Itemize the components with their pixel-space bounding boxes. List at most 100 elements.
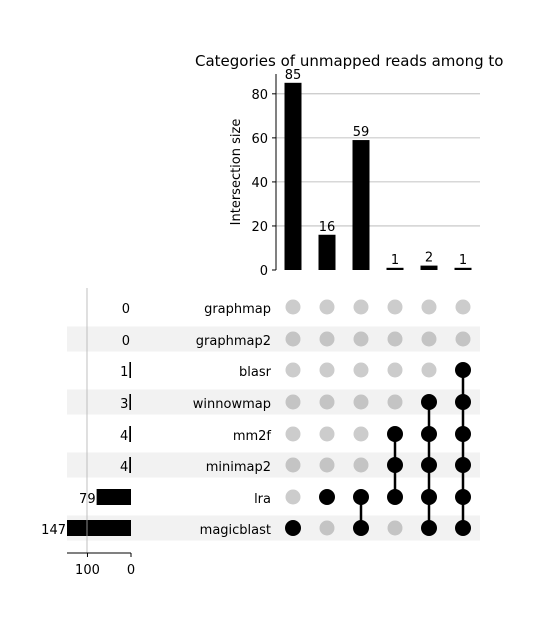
set-size-tick-label: 0 [127,563,135,578]
row-stripe [67,389,480,415]
membership-dot-filled [421,489,437,505]
membership-dot-empty [353,299,369,315]
set-size-label: 0 [122,302,130,317]
set-label: minimap2 [206,460,271,475]
membership-dot-empty [421,299,437,315]
membership-dot-empty [455,299,471,315]
membership-dot-empty [319,394,335,410]
chart-title: Categories of unmapped reads among to [195,52,503,70]
set-size-bar [129,457,131,473]
row-stripe [67,326,480,352]
membership-dot-empty [285,299,301,315]
intersection-bar [352,140,370,270]
set-size-bar [129,362,131,378]
y-tick-label: 0 [260,264,268,279]
set-label: lra [254,492,271,507]
intersection-bar-label: 1 [459,253,467,268]
membership-dot-empty [285,394,301,410]
membership-dot-empty [455,331,471,347]
set-size-label: 0 [122,334,130,349]
set-size-bar [129,394,131,410]
set-size-label: 4 [120,429,128,444]
row-stripe [67,515,480,541]
set-size-label: 3 [120,397,128,412]
intersection-bar [318,234,336,270]
membership-dot-empty [387,299,403,315]
set-size-bar [96,489,131,505]
membership-dot-filled [353,520,369,536]
membership-dot-empty [319,520,335,536]
set-size-bar [129,426,131,442]
membership-dot-empty [353,426,369,442]
membership-dot-empty [285,426,301,442]
membership-dot-empty [285,457,301,473]
row-stripe [67,452,480,478]
y-tick-label: 40 [251,176,268,191]
membership-dot-filled [455,457,471,473]
membership-matrix [285,299,471,536]
membership-dot-filled [455,489,471,505]
intersection-bar [284,82,302,270]
membership-dot-filled [421,394,437,410]
y-axis-label: Intersection size [229,119,244,226]
set-label: magicblast [200,523,271,538]
membership-dot-filled [285,520,301,536]
intersection-bars: 85 16 59 1 2 1 [284,68,472,270]
membership-dot-empty [353,394,369,410]
set-size-axis: 1 0 0 0 [67,288,135,578]
set-label: graphmap2 [196,334,271,349]
set-label: graphmap [204,302,271,317]
intersection-bar-label: 16 [319,220,336,235]
y-tick-label: 80 [251,88,268,103]
membership-dot-filled [421,457,437,473]
set-label: winnowmap [193,397,271,412]
membership-dot-empty [421,362,437,378]
set-labels: graphmap graphmap2 blasr winnowmap mm2f minim… [193,302,272,538]
membership-dot-empty [285,362,301,378]
set-size-label: 4 [120,460,128,475]
membership-dot-empty [319,362,335,378]
membership-dot-filled [455,520,471,536]
set-size-label: 147 [41,523,66,538]
intersection-bar [386,267,404,270]
membership-dot-filled [421,520,437,536]
membership-dot-empty [353,457,369,473]
membership-dot-empty [319,457,335,473]
membership-dot-empty [387,362,403,378]
set-size-bar [67,520,131,536]
membership-dot-empty [421,331,437,347]
set-label: blasr [239,365,272,380]
intersection-bar [420,265,438,270]
set-label: mm2f [233,429,272,444]
membership-dot-filled [387,426,403,442]
membership-dot-empty [353,331,369,347]
membership-dot-filled [319,489,335,505]
membership-dot-empty [319,426,335,442]
membership-dot-empty [285,489,301,505]
y-tick-label: 20 [251,220,268,235]
intersection-bar-label: 59 [353,125,370,140]
intersection-size-axis: 0 20 40 60 80 [251,74,277,279]
membership-dot-filled [353,489,369,505]
intersection-gridlines [276,93,480,227]
intersection-bar-label: 85 [285,68,302,83]
membership-dot-empty [319,331,335,347]
membership-dot-filled [387,489,403,505]
membership-dot-empty [353,362,369,378]
membership-dot-empty [285,331,301,347]
membership-dot-empty [319,299,335,315]
membership-dot-filled [455,394,471,410]
matrix-row-stripes [67,326,480,541]
membership-dot-empty [387,331,403,347]
membership-dot-empty [387,394,403,410]
intersection-bar [454,267,472,270]
membership-dot-filled [455,362,471,378]
intersection-bar-label: 1 [391,253,399,268]
membership-dot-filled [421,426,437,442]
membership-dot-filled [387,457,403,473]
set-size-label: 1 [120,365,128,380]
intersection-bar-label: 2 [425,251,433,266]
membership-dot-empty [387,520,403,536]
